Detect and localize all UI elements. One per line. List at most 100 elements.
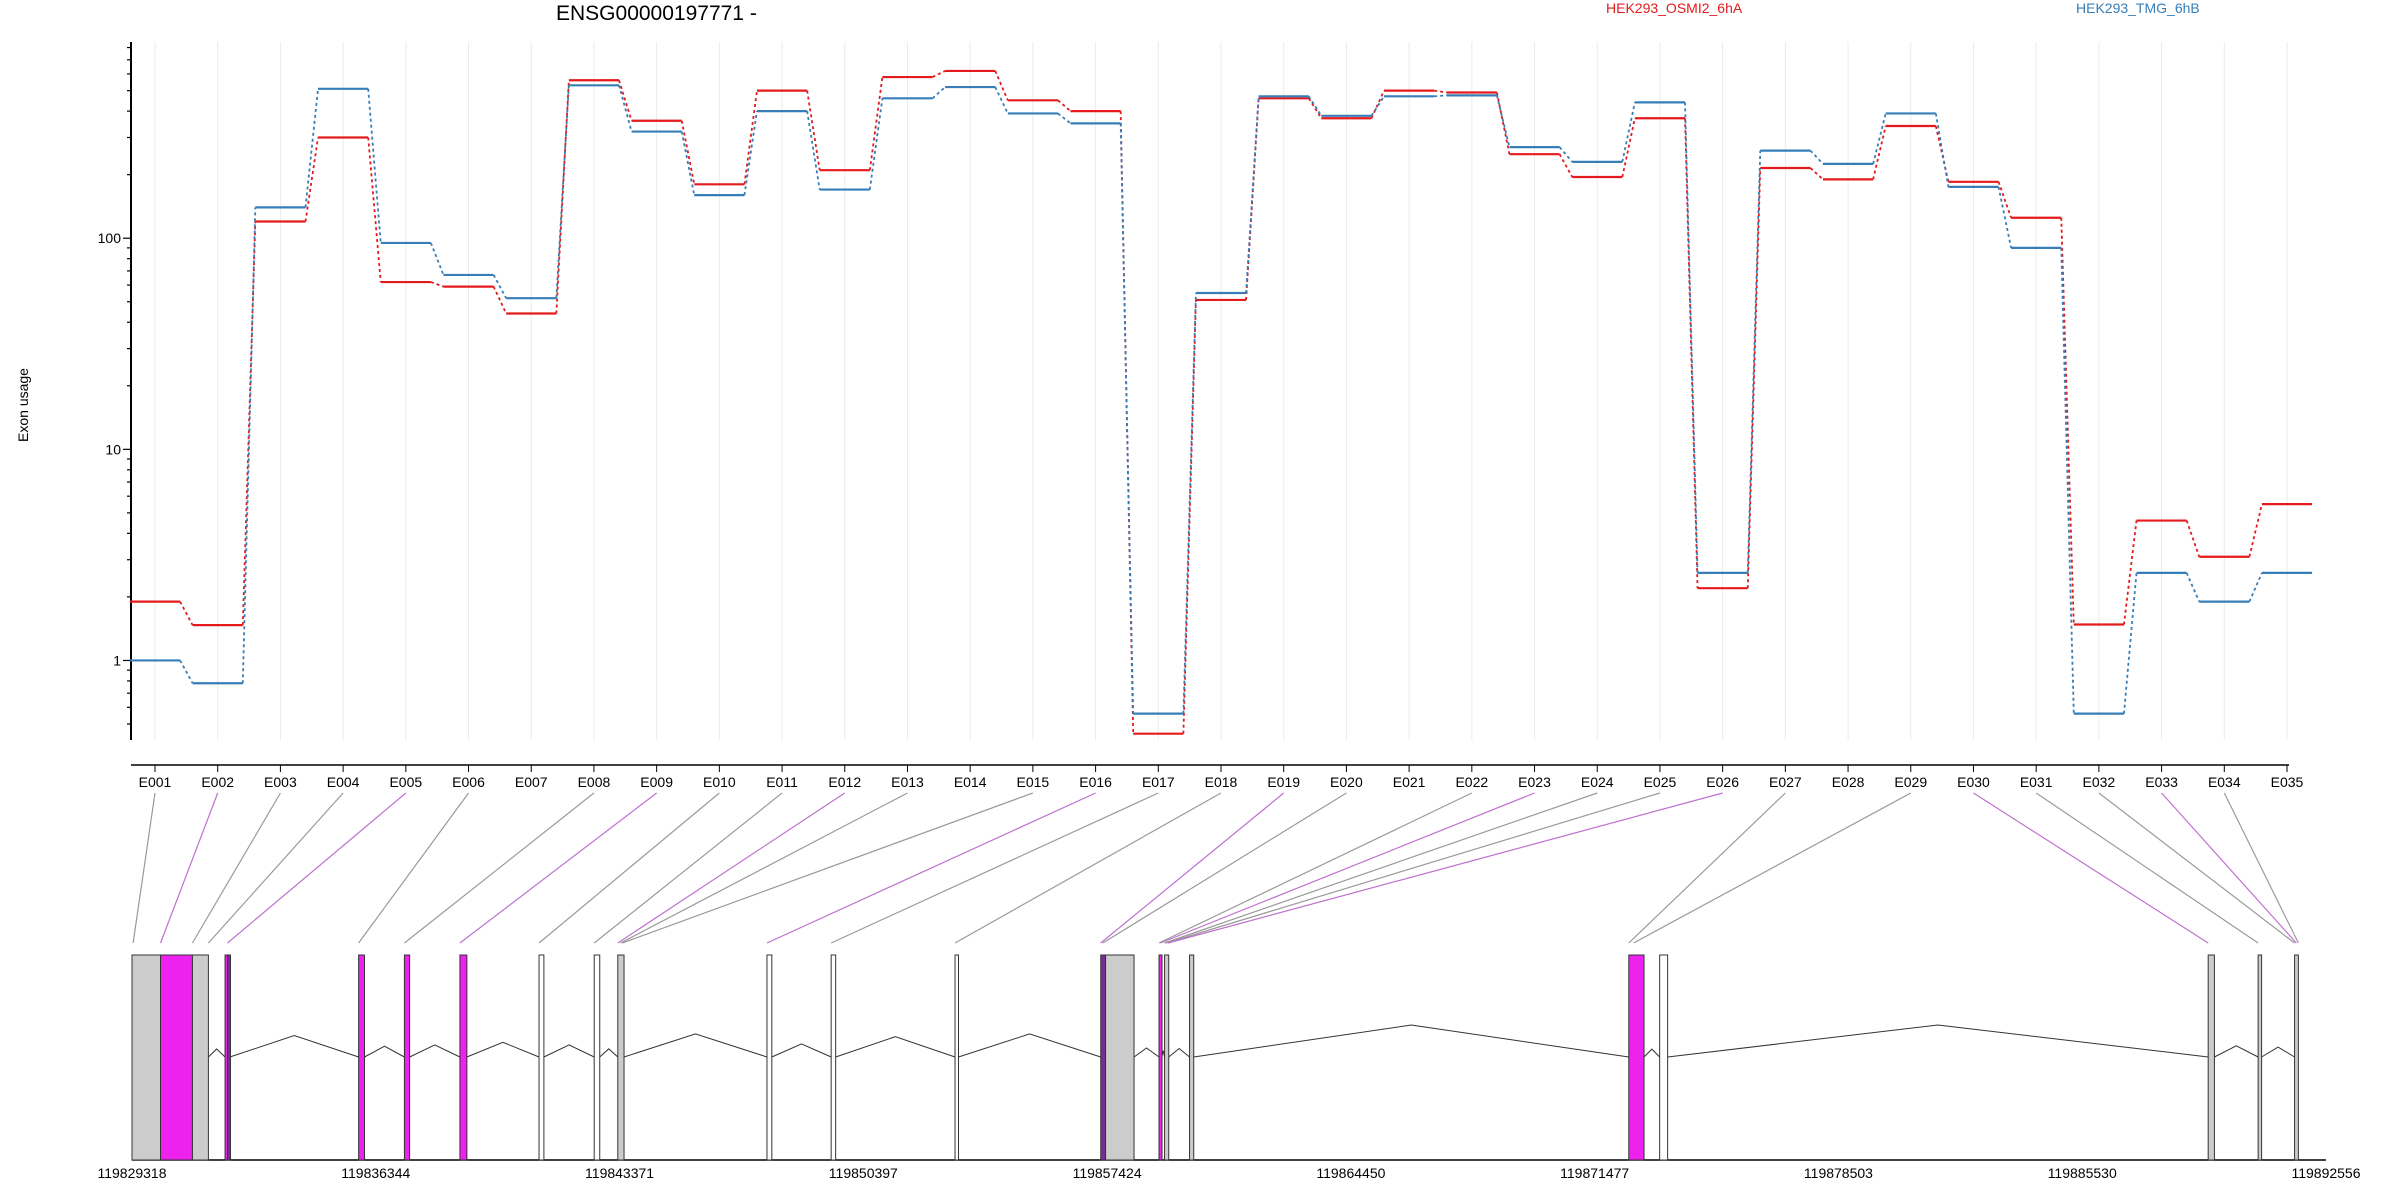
series-connector [743, 110, 758, 196]
series-connector [1496, 95, 1511, 148]
x-tick-label: E010 [703, 774, 736, 790]
series-connector [555, 80, 570, 314]
exon-connector [622, 792, 1034, 944]
series-connector [492, 286, 507, 314]
series-connector [1434, 89, 1447, 94]
x-tick-label: E030 [1957, 774, 1990, 790]
series-connector [2123, 572, 2138, 714]
x-tick-label: E006 [452, 774, 485, 790]
exon-box [830, 954, 837, 1161]
x-tick-label: E020 [1330, 774, 1363, 790]
exon-box [131, 954, 162, 1161]
x-tick-label: E032 [2083, 774, 2116, 790]
series-connector [1684, 118, 1699, 589]
exon-box [160, 954, 193, 1161]
series-connector [1684, 102, 1699, 573]
series-connector [743, 90, 758, 185]
exon-connector [954, 792, 1222, 944]
series-connector [1558, 146, 1573, 163]
series-connector [367, 137, 382, 283]
series-connector [1809, 167, 1824, 181]
series-connector [931, 86, 946, 99]
exon-box [1100, 954, 1107, 1161]
x-tick-label: E009 [640, 774, 673, 790]
exon-connector [404, 792, 595, 944]
series-connector [241, 207, 257, 684]
series-connector [680, 120, 696, 185]
series-connector [492, 274, 507, 299]
series-connector [1057, 112, 1072, 125]
x-tick-label: E034 [2208, 774, 2241, 790]
x-tick-label: E018 [1205, 774, 1238, 790]
exon-box [459, 954, 468, 1161]
x-tick-label: E021 [1393, 774, 1426, 790]
intron-line [364, 1045, 405, 1058]
series-connector [1308, 95, 1323, 117]
exon-box [358, 954, 366, 1161]
series-connector [1809, 149, 1824, 165]
series-connector [1872, 125, 1887, 180]
intron-line [1193, 1024, 1629, 1058]
series-connector [2060, 247, 2075, 714]
intron-line [835, 1036, 956, 1058]
exon-connector [1158, 792, 1473, 944]
exon-connector [1100, 792, 1285, 944]
x-tick-label: E022 [1455, 774, 1488, 790]
series-connector [1370, 95, 1385, 117]
exon-box [1105, 954, 1135, 1161]
exon-connector [2035, 792, 2259, 944]
series-lines [129, 69, 2313, 735]
series-connector [1872, 113, 1887, 165]
exon-box [403, 954, 411, 1161]
exon-connector [191, 792, 281, 944]
coordinate-label: 119857424 [1073, 1165, 1142, 1181]
exon-box [2257, 954, 2263, 1161]
exon-connector [1633, 792, 1912, 944]
coordinate-label: 119892556 [2291, 1165, 2360, 1181]
intron-line [229, 1035, 359, 1058]
x-tick-label: E005 [389, 774, 422, 790]
series-connector [1558, 153, 1573, 178]
x-tick-label: E015 [1017, 774, 1050, 790]
series-connector [1057, 99, 1072, 112]
series-connector [1997, 186, 2012, 249]
intron-line [958, 1033, 1101, 1058]
x-tick-label: E023 [1518, 774, 1551, 790]
y-tick-label: 10 [105, 441, 121, 457]
exon-connector [1167, 792, 1723, 944]
x-tick-label: E033 [2145, 774, 2178, 790]
x-tick-label: E019 [1267, 774, 1300, 790]
series-connector [304, 88, 319, 208]
exon-connector [1166, 792, 1661, 944]
series-connector [1621, 102, 1636, 163]
axes: 1 10 100 E001 E002 E003 E004 E005 E006 E007 E008 E0… [98, 42, 2304, 790]
series-connector [932, 70, 946, 78]
x-tick-label: E012 [828, 774, 861, 790]
series-connector [994, 70, 1009, 101]
x-tick-label: E031 [2020, 774, 2053, 790]
intron-line [208, 1048, 226, 1058]
x-tick-label: E011 [766, 774, 798, 790]
exon-connector [2098, 792, 2295, 944]
x-tick-label: E003 [264, 774, 297, 790]
series-1 [129, 69, 2313, 735]
series-connector [304, 137, 319, 222]
exon-box [1164, 954, 1170, 1161]
legend-label-series-1: HEK293_OSMI2_6hA [1606, 0, 1743, 16]
coordinate-label: 119864450 [1316, 1165, 1385, 1181]
x-tick-label: E017 [1142, 774, 1175, 790]
series-connector [2248, 572, 2263, 602]
x-tick-label: E027 [1769, 774, 1802, 790]
intron-line [543, 1044, 595, 1058]
exon-box [226, 954, 231, 1161]
exon-connector [159, 792, 219, 944]
x-tick-label: E025 [1644, 774, 1677, 790]
exon-connector [2161, 792, 2297, 944]
series-connector [1245, 98, 1260, 301]
y-tick-label: 100 [98, 230, 122, 246]
x-tick-label: E007 [515, 774, 548, 790]
series-connector [2248, 503, 2263, 557]
series-connector [1182, 293, 1197, 714]
series-connector [1746, 150, 1762, 573]
legend-label-series-2: HEK293_TMG_6hB [2076, 0, 2200, 16]
